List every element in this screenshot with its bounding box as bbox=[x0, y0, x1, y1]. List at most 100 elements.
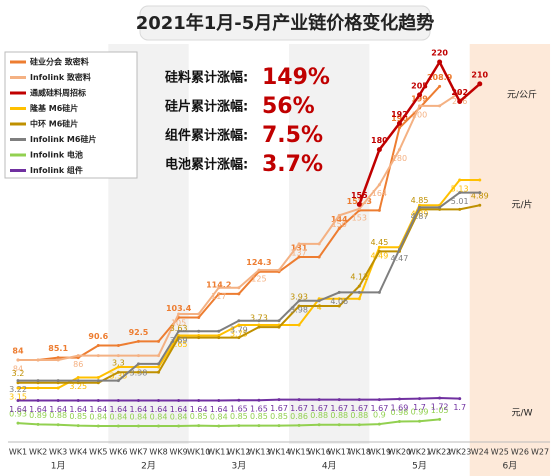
point bbox=[438, 205, 442, 209]
point bbox=[397, 420, 401, 424]
annotation-value: 149% bbox=[262, 65, 330, 90]
data-label: 164 bbox=[372, 189, 387, 198]
point bbox=[177, 333, 181, 337]
annotation-value: 7.5% bbox=[262, 123, 323, 148]
point bbox=[418, 419, 422, 423]
data-label: 0.85 bbox=[270, 412, 288, 421]
data-label: 1.67 bbox=[330, 404, 348, 413]
legend-label: 通威硅料周招标 bbox=[30, 88, 86, 98]
point bbox=[337, 423, 341, 427]
point bbox=[437, 59, 443, 65]
point bbox=[297, 242, 301, 246]
point bbox=[56, 356, 60, 360]
series-line bbox=[18, 85, 441, 361]
x-tick-label: WK23 bbox=[448, 448, 471, 457]
data-label: 1.67 bbox=[370, 404, 388, 413]
x-tick-label: WK2 bbox=[29, 448, 47, 457]
point bbox=[177, 424, 181, 428]
point bbox=[377, 290, 381, 294]
point bbox=[56, 358, 60, 362]
x-tick-label: W27 bbox=[531, 448, 549, 457]
point bbox=[317, 304, 321, 308]
point bbox=[237, 319, 241, 323]
data-label: 1.64 bbox=[89, 405, 107, 414]
data-label: 1.64 bbox=[109, 405, 127, 414]
legend-label: Infolink 组件 bbox=[30, 165, 83, 175]
point bbox=[96, 375, 100, 379]
legend-label: Infolink M6硅片 bbox=[30, 134, 96, 144]
x-tick-label: WK19 bbox=[368, 448, 391, 457]
data-label: 1.7 bbox=[413, 403, 426, 412]
point bbox=[197, 336, 201, 340]
point bbox=[56, 399, 60, 403]
point bbox=[317, 299, 321, 303]
point bbox=[317, 423, 321, 427]
point bbox=[377, 398, 381, 402]
point bbox=[36, 381, 40, 385]
point bbox=[116, 370, 120, 374]
point bbox=[96, 381, 100, 385]
data-label: 0.85 bbox=[69, 412, 87, 421]
point bbox=[36, 358, 40, 362]
data-label: 4.89 bbox=[411, 210, 429, 219]
data-label: 3.2 bbox=[12, 369, 25, 378]
point bbox=[277, 319, 281, 323]
point bbox=[96, 379, 100, 383]
data-label: 1.64 bbox=[130, 405, 148, 414]
point bbox=[438, 84, 442, 88]
data-label: 3.63 bbox=[170, 324, 188, 333]
point bbox=[438, 207, 442, 211]
point bbox=[237, 398, 241, 402]
data-label: 0.85 bbox=[230, 412, 248, 421]
data-label: 4.87 bbox=[411, 212, 429, 221]
point bbox=[377, 208, 381, 212]
point bbox=[177, 336, 181, 340]
data-label: 180 bbox=[371, 136, 388, 145]
data-label: 103.4 bbox=[166, 304, 192, 313]
point bbox=[136, 362, 140, 366]
point bbox=[217, 333, 221, 337]
point bbox=[477, 81, 483, 87]
point bbox=[56, 423, 60, 427]
point bbox=[76, 379, 80, 383]
data-label: 3.22 bbox=[9, 385, 27, 394]
data-label: 220 bbox=[431, 49, 448, 58]
point bbox=[317, 255, 321, 259]
point bbox=[197, 424, 201, 428]
x-tick-label: WK21 bbox=[408, 448, 431, 457]
point bbox=[438, 396, 442, 400]
data-label: 202 bbox=[451, 88, 468, 97]
data-label: 0.86 bbox=[290, 412, 308, 421]
annotation-label: 电池累计涨幅: bbox=[165, 157, 248, 173]
data-label: 3.93 bbox=[290, 293, 308, 302]
point bbox=[157, 354, 161, 358]
x-tick-label: WK15 bbox=[287, 448, 310, 457]
point bbox=[96, 354, 100, 358]
data-label: 1.67 bbox=[350, 404, 368, 413]
point bbox=[217, 336, 221, 340]
legend-label: 硅业分会 致密料 bbox=[30, 57, 89, 67]
series-line bbox=[18, 191, 480, 382]
month-label: 2月 bbox=[141, 461, 156, 472]
data-label: 4.47 bbox=[391, 254, 409, 263]
x-tick-label: WK9 bbox=[169, 448, 187, 457]
data-label: 3.79 bbox=[230, 325, 248, 334]
point bbox=[36, 422, 40, 426]
point bbox=[297, 304, 301, 308]
point bbox=[297, 423, 301, 427]
annotation-label: 组件累计涨幅: bbox=[165, 128, 248, 144]
data-label: 200 bbox=[412, 110, 427, 119]
point bbox=[157, 370, 161, 374]
point bbox=[418, 104, 422, 108]
data-label: 3.38 bbox=[130, 368, 148, 377]
data-label: 1.72 bbox=[431, 403, 449, 412]
point bbox=[36, 386, 40, 390]
point bbox=[357, 398, 361, 402]
point bbox=[337, 213, 341, 217]
x-tick-label: WK20 bbox=[388, 448, 411, 457]
point bbox=[56, 381, 60, 385]
month-label: 5月 bbox=[412, 461, 427, 472]
point bbox=[56, 386, 60, 390]
legend-label: 中环 M6硅片 bbox=[30, 119, 78, 129]
